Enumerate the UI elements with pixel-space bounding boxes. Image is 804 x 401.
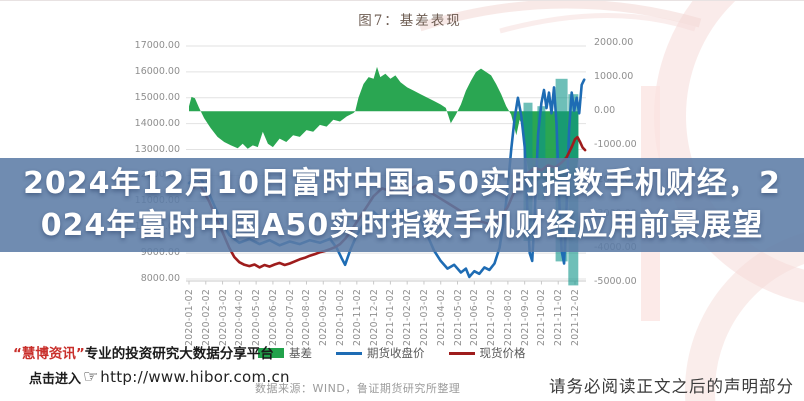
legend-label: 现货价格 — [479, 346, 526, 360]
x-tick-label: 2020-10-02 — [335, 288, 347, 346]
y-left-tick-label: 13000.00 — [134, 143, 180, 155]
headline-line-2: 024年富时中国A50实时指数手机财经应用前景展望 — [40, 208, 764, 243]
x-tick-label: 2021-07-02 — [486, 288, 498, 346]
basis-area — [189, 66, 579, 183]
x-tick-label: 2021-10-02 — [536, 288, 548, 346]
x-tick-label: 2020-09-02 — [318, 288, 330, 346]
basis-swatch-icon — [258, 348, 284, 358]
x-tick-label: 2020-01-02 — [184, 288, 195, 346]
futures-line-swatch-icon — [336, 351, 362, 355]
watermark-ring-top-icon — [654, 1, 804, 303]
x-tick-label: 2021-11-02 — [553, 288, 565, 346]
range-bar — [537, 106, 546, 201]
y-left-tick-label: 16000.00 — [134, 65, 180, 77]
x-tick-label: 2021-08-02 — [502, 288, 514, 346]
x-tick-label: 2021-06-02 — [469, 288, 481, 346]
x-tick-label: 2021-05-02 — [452, 288, 464, 346]
brand-link-line: 点击进入 ☞ http://www.hibor.com.cn — [29, 367, 290, 387]
y-right-tick-label: 0.00 — [594, 105, 616, 117]
y-left-tick-label: 9000.00 — [140, 247, 180, 259]
y-left-tick-label: 15000.00 — [134, 91, 180, 103]
hibor-brand-block: “慧博资讯”专业的投资研究大数据分享平台 点击进入 ☞ http://www.h… — [13, 342, 290, 387]
watermark-swoosh2-icon — [499, 12, 696, 34]
click-enter-label[interactable]: 点击进入 — [29, 371, 82, 387]
pointing-hand-icon: ☞ — [83, 367, 99, 387]
y-left-tick-label: 8000.00 — [140, 273, 180, 284]
legend-item-futures: 期货收盘价 — [336, 345, 425, 361]
disclaimer-text: 请务必阅读正文之后的声明部分 — [549, 377, 794, 396]
headline-overlay-band: 2024年12月10日富时中国a50实时指数手机财经，2 024年富时中国A50… — [0, 158, 804, 252]
y-right-tick-label: -5000.00 — [594, 275, 637, 287]
legend-label: 基差 — [289, 346, 312, 360]
x-tick-label: 2021-03-02 — [418, 288, 430, 346]
headline-line-1: 2024年12月10日富时中国a50实时指数手机财经，2 — [23, 166, 781, 201]
x-tick-label: 2020-03-02 — [217, 288, 229, 346]
brand-name: “慧博资讯” — [13, 346, 85, 362]
y-right-tick-label: 1000.00 — [594, 71, 634, 83]
y-right-tick-label: -1000.00 — [594, 139, 637, 151]
x-tick-label: 2021-09-02 — [519, 288, 531, 346]
x-tick-label: 2021-04-02 — [435, 288, 447, 346]
y-left-tick-label: 17000.00 — [134, 40, 180, 51]
legend-item-basis: 基差 — [258, 345, 312, 361]
watermark-swoosh-icon — [418, 1, 702, 32]
chart-legend: 基差 期货收盘价 现货价格 — [258, 345, 550, 361]
hibor-url-link[interactable]: http://www.hibor.com.cn — [100, 368, 290, 386]
x-tick-label: 2021-01-02 — [385, 288, 397, 346]
brand-tagline: 专业的投资研究大数据分享平台 — [84, 346, 274, 362]
chart-title: 图7：基差表现 — [358, 13, 462, 29]
x-tick-label: 2021-02-02 — [402, 288, 414, 346]
x-tick-label: 2020-12-02 — [368, 288, 380, 346]
brand-line: “慧博资讯”专业的投资研究大数据分享平台 — [13, 342, 274, 362]
y-right-tick-label: 2000.00 — [594, 37, 634, 48]
x-tick-label: 2020-08-02 — [301, 288, 313, 346]
spot-line-swatch-icon — [448, 351, 475, 355]
x-tick-label: 2020-04-02 — [234, 288, 246, 346]
x-tick-label: 2020-02-02 — [200, 288, 212, 346]
legend-label: 期货收盘价 — [367, 346, 425, 360]
x-tick-label: 2021-12-02 — [570, 288, 581, 346]
y-left-tick-label: 14000.00 — [134, 117, 180, 129]
x-tick-label: 2020-06-02 — [267, 288, 279, 346]
x-tick-label: 2020-11-02 — [351, 288, 363, 346]
x-tick-label: 2020-07-02 — [284, 288, 296, 346]
data-source-note: 数据来源：WIND，鲁证期货研究所整理 — [255, 382, 461, 395]
watermark-ring-bottom-icon — [685, 232, 804, 401]
legend-item-spot: 现货价格 — [448, 345, 526, 361]
x-tick-label: 2020-05-02 — [251, 288, 263, 346]
